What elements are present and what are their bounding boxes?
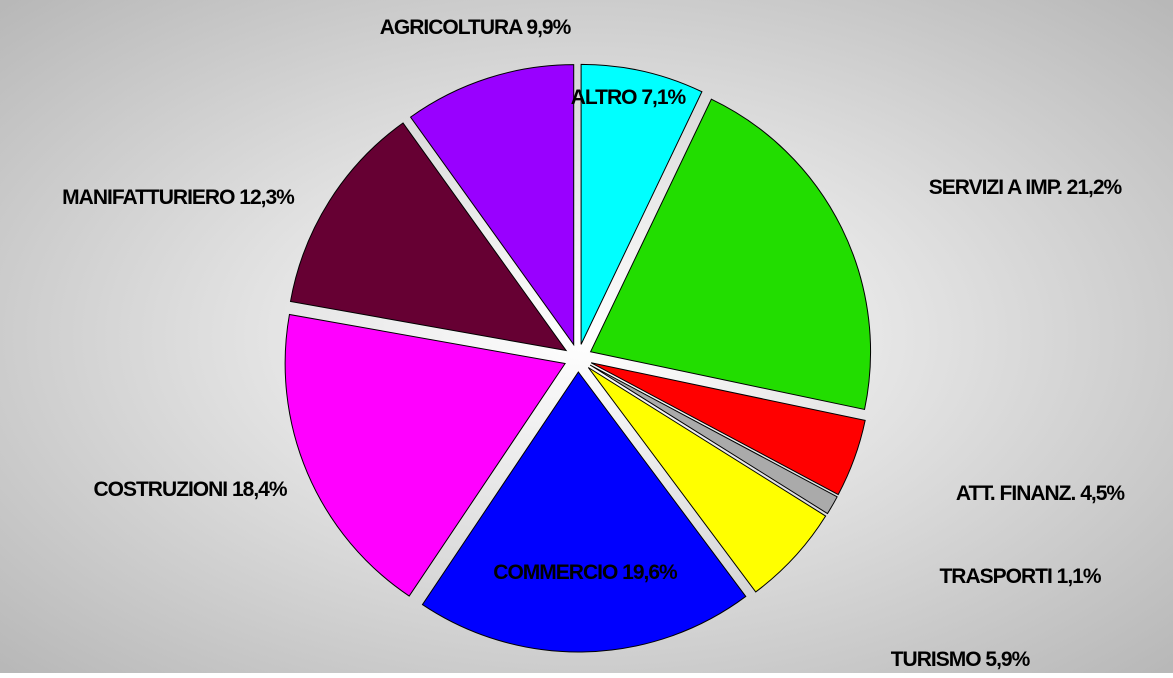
- category-label: COSTRUZIONI: [93, 478, 227, 501]
- pie-slice: [284, 313, 566, 597]
- slice-label: SERVIZI A IMP. 21,2%: [929, 176, 1123, 199]
- pie-slice: [409, 64, 575, 347]
- value-label: 18,4%: [232, 478, 288, 501]
- slice-label: COSTRUZIONI 18,4%: [93, 478, 287, 501]
- slice-label: TRASPORTI 1,1%: [939, 565, 1101, 588]
- pie-slice: [587, 367, 827, 593]
- pie-slice: [580, 63, 703, 345]
- category-label: TRASPORTI: [939, 565, 1052, 588]
- category-label: ALTRO: [571, 86, 637, 109]
- pie-slice: [421, 371, 747, 653]
- slice-label: ALTRO 7,1%: [571, 86, 687, 109]
- value-label: 19,6%: [622, 561, 678, 584]
- slice-label: AGRICOLTURA 9,9%: [380, 16, 572, 39]
- value-label: 1,1%: [1057, 565, 1102, 588]
- value-label: 12,3%: [239, 186, 295, 209]
- slice-label: MANIFATTURIERO 12,3%: [62, 186, 295, 209]
- pie-slice: [589, 98, 872, 411]
- value-label: 21,2%: [1067, 176, 1123, 199]
- value-label: 9,9%: [526, 16, 571, 39]
- category-label: SERVIZI A IMP.: [929, 176, 1062, 199]
- category-label: ATT. FINANZ.: [956, 482, 1076, 505]
- value-label: 7,1%: [641, 86, 686, 109]
- category-label: TURISMO: [891, 648, 981, 671]
- value-label: 5,9%: [985, 648, 1030, 671]
- slice-label: ATT. FINANZ. 4,5%: [956, 482, 1125, 505]
- value-label: 4,5%: [1080, 482, 1125, 505]
- pie-slice: [590, 362, 866, 496]
- slice-label: COMMERCIO 19,6%: [493, 561, 678, 584]
- category-label: COMMERCIO: [493, 561, 618, 584]
- pie-slice: [589, 364, 838, 515]
- pie-slice: [289, 122, 568, 352]
- category-label: AGRICOLTURA: [380, 16, 523, 39]
- category-label: MANIFATTURIERO: [62, 186, 235, 209]
- slice-label: TURISMO 5,9%: [891, 648, 1031, 671]
